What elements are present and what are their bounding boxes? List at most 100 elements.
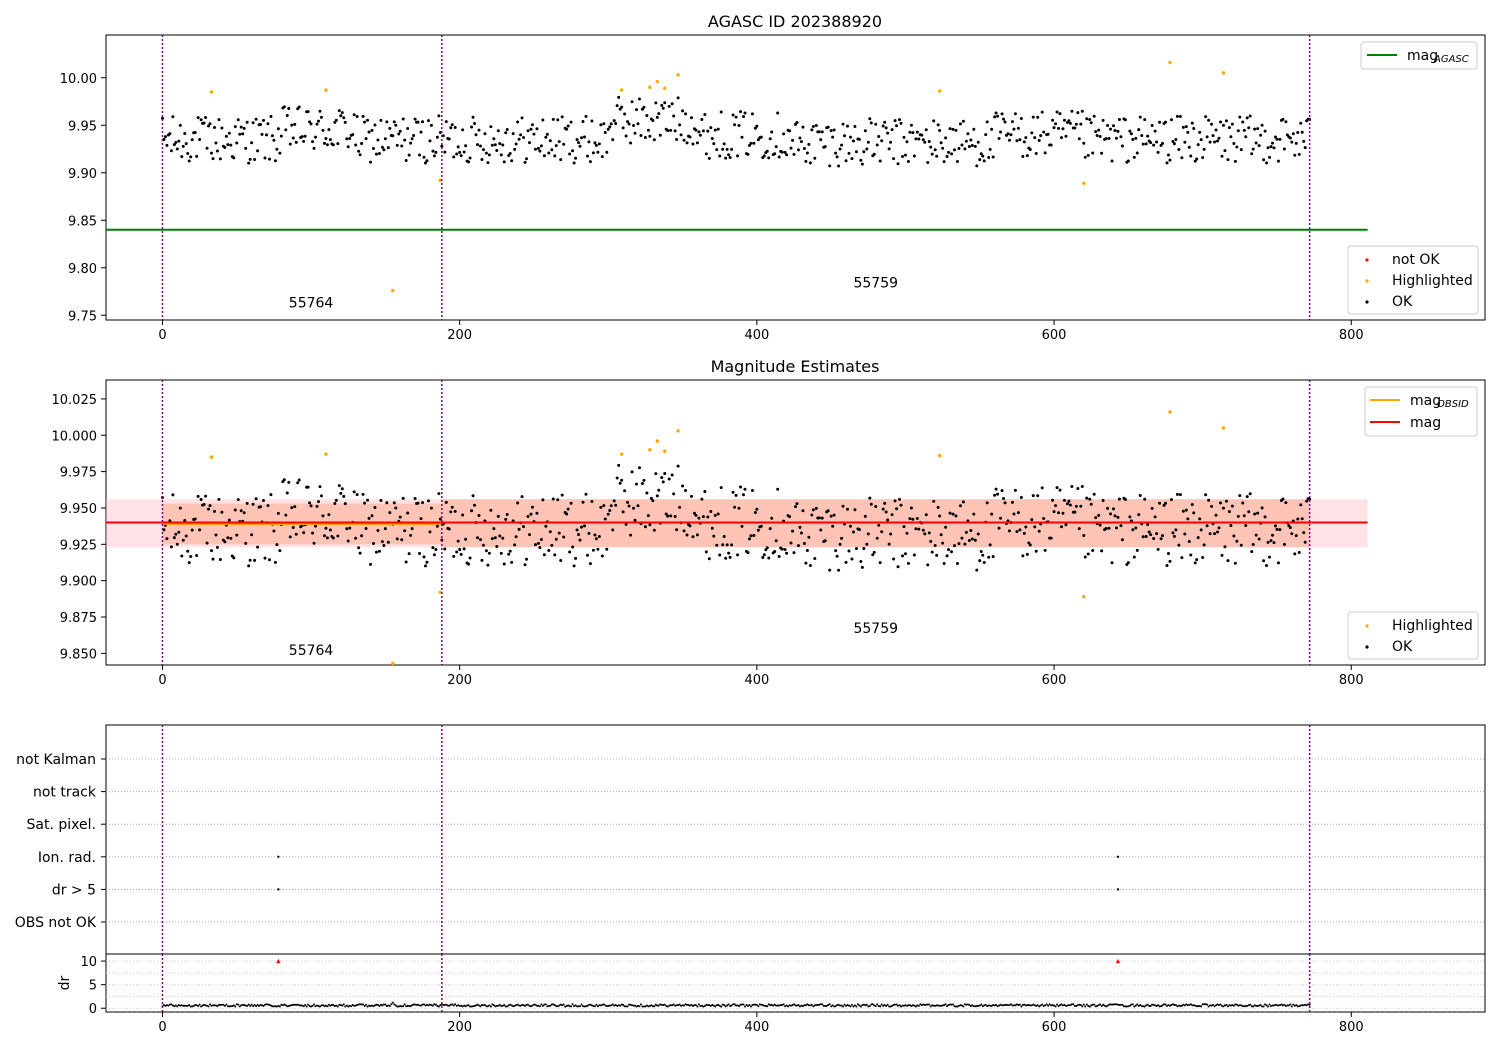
dr-point: [571, 1003, 574, 1006]
ok-point: [382, 543, 386, 547]
ok-point: [964, 530, 968, 534]
ok-point: [1288, 136, 1292, 140]
ok-point: [544, 524, 548, 528]
ok-point: [1254, 141, 1258, 145]
ok-point: [600, 155, 604, 159]
ok-point: [660, 476, 664, 480]
ok-point: [629, 533, 633, 537]
ok-point: [272, 529, 276, 533]
ok-point: [565, 512, 569, 516]
ok-point: [929, 145, 933, 149]
dr-point: [1099, 1003, 1102, 1006]
ok-point: [1281, 497, 1285, 501]
ok-point: [801, 509, 805, 513]
legend-mag-agasc: mag: [1407, 48, 1438, 64]
dr-point: [1203, 1003, 1206, 1006]
ok-point: [847, 151, 851, 155]
ok-point: [877, 523, 881, 527]
ok-point: [456, 145, 460, 149]
ok-point: [972, 512, 976, 516]
ok-point: [282, 478, 286, 482]
dr-point: [699, 1005, 702, 1008]
ok-point: [704, 152, 708, 156]
dr-point: [1213, 1005, 1216, 1008]
dr-point: [504, 1005, 507, 1008]
ok-point: [263, 556, 267, 560]
ok-point: [461, 128, 465, 132]
ok-point: [819, 528, 823, 532]
dr-point: [547, 1004, 550, 1007]
ok-point: [328, 138, 332, 142]
dr-point: [631, 1004, 634, 1007]
ok-point: [226, 143, 230, 147]
ok-point: [938, 514, 942, 518]
ok-point: [828, 568, 832, 572]
ok-point: [1058, 112, 1062, 116]
dr-point: [1004, 1004, 1007, 1007]
ok-point: [421, 120, 425, 124]
dr-point: [741, 1003, 744, 1006]
ok-point: [614, 503, 618, 507]
dr-point: [791, 1004, 794, 1007]
ok-point: [501, 143, 505, 147]
ok-point: [961, 119, 965, 123]
ok-point: [886, 518, 890, 522]
ok-point: [932, 119, 936, 123]
ok-point: [884, 126, 888, 130]
dr-point: [1149, 1005, 1152, 1008]
ok-point: [1143, 497, 1147, 501]
panel-2-legend-upper: mag OBSID mag: [1364, 386, 1478, 437]
ok-point: [1187, 145, 1191, 149]
ok-point: [695, 141, 699, 145]
dr-point: [423, 1003, 426, 1006]
ok-point: [765, 546, 769, 550]
ok-point: [1296, 130, 1300, 134]
ok-point: [334, 118, 338, 122]
dr-point: [1017, 1004, 1020, 1007]
dr-point: [595, 1003, 598, 1006]
ok-point: [1094, 516, 1098, 520]
ok-point: [1061, 511, 1065, 515]
ok-point: [1083, 555, 1087, 559]
ok-point: [1141, 142, 1145, 146]
ok-point: [377, 152, 381, 156]
ok-point: [1156, 547, 1160, 551]
dr-point: [266, 1003, 269, 1006]
dr-point: [757, 1005, 760, 1008]
ok-point: [553, 553, 557, 557]
ok-point: [596, 547, 600, 551]
dr-point: [1164, 1003, 1167, 1006]
ok-point: [1284, 501, 1288, 505]
dr-point: [767, 1003, 770, 1006]
dr-point: [842, 1005, 845, 1008]
highlighted-point: [937, 453, 942, 458]
ok-point: [227, 518, 231, 522]
ok-point: [1241, 501, 1245, 505]
ok-point: [207, 507, 211, 511]
ok-point: [1106, 124, 1110, 128]
ok-point: [1100, 151, 1104, 155]
ok-point: [259, 505, 263, 509]
ok-point: [511, 132, 515, 136]
ok-point: [730, 147, 734, 151]
dr-point: [378, 1004, 381, 1007]
ok-point: [473, 503, 477, 507]
dr-point: [326, 1005, 329, 1008]
ok-point: [331, 536, 335, 540]
dr-point: [703, 1005, 706, 1008]
dr-point: [763, 1004, 766, 1007]
ok-point: [1235, 539, 1239, 543]
ok-point: [1079, 504, 1083, 508]
ok-point: [325, 536, 329, 540]
legend-2-highlighted: Highlighted: [1392, 618, 1473, 634]
ok-point: [1256, 511, 1260, 515]
ok-point: [409, 533, 413, 537]
dr-point: [639, 1003, 642, 1006]
ok-point: [715, 543, 719, 547]
dr-point: [529, 1005, 532, 1008]
dr-point: [1063, 1004, 1066, 1007]
dr-point: [281, 1004, 284, 1007]
ok-point: [1259, 133, 1263, 137]
ok-point: [902, 135, 906, 139]
dr-point: [1102, 1003, 1105, 1006]
